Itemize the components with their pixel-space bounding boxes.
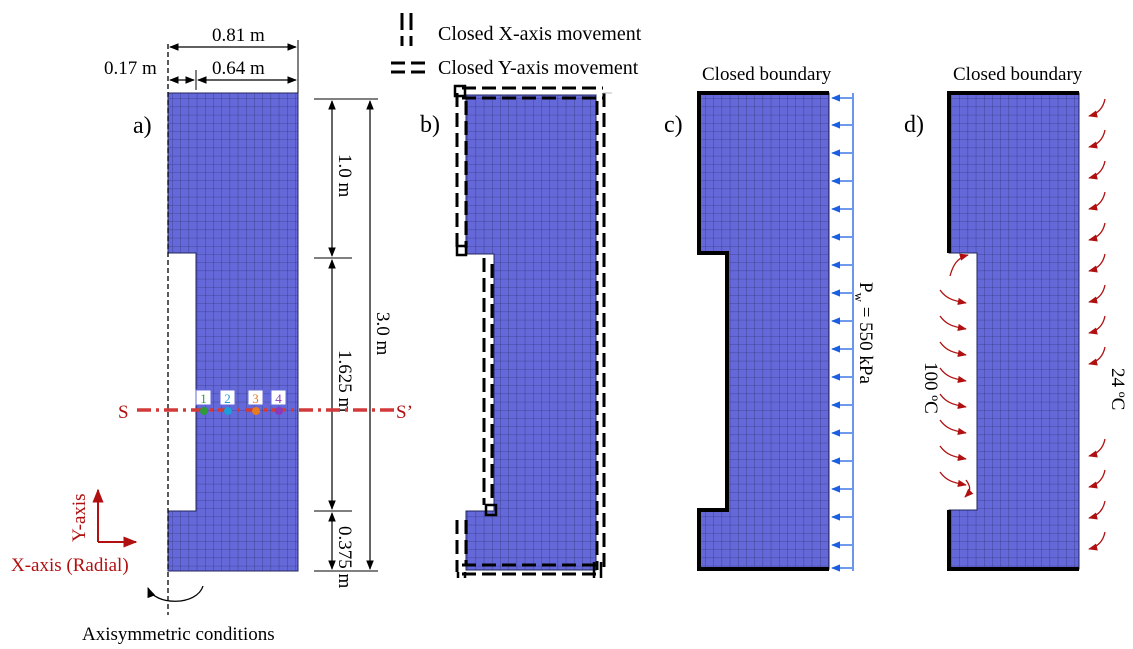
heat-flux-arrow — [1088, 284, 1106, 304]
panel-b-label: b) — [420, 112, 440, 138]
point-4-label: 4 — [275, 391, 282, 406]
heat-flux-arrow — [1088, 191, 1106, 211]
point-2-label: 2 — [224, 391, 231, 406]
panel-d-mesh — [948, 92, 1080, 570]
heat-flux-arrow — [1088, 500, 1106, 520]
section-end-label: S’ — [396, 402, 413, 423]
heat-flux-arrow — [1088, 438, 1106, 458]
coordinate-axes-icon — [92, 488, 138, 548]
heat-flux-arrow — [939, 419, 967, 435]
heat-flux-arrow — [1088, 253, 1106, 273]
heat-flux-arrow — [939, 367, 967, 383]
dim-total-width: 0.81 m — [212, 25, 265, 46]
heat-flux-arrow — [939, 289, 967, 305]
heat-flux-arrow — [1088, 346, 1106, 366]
pressure-label: Pw = 550 kPa — [852, 282, 876, 385]
inner-heat-flux-arrows — [939, 253, 974, 498]
panel-c-mesh — [698, 92, 830, 570]
heat-flux-arrow — [964, 479, 974, 498]
dim-right-group — [314, 98, 378, 572]
panel-b: b) — [420, 84, 612, 578]
point-3: 3 — [247, 389, 264, 415]
panel-c-boundary-label: Closed boundary — [702, 64, 832, 85]
pressure-subscript: w — [852, 293, 867, 303]
closed-x-movement-symbol — [400, 13, 413, 46]
panel-b-corner-nodes — [453, 84, 603, 578]
heat-flux-arrow — [1088, 222, 1106, 242]
pressure-symbol: P — [855, 282, 876, 293]
point-1: 1 — [195, 389, 212, 415]
x-axis-label: X-axis (Radial) — [11, 555, 129, 576]
dim-bottom: 0.375 m — [334, 526, 355, 589]
dim-middle: 1.625 m — [334, 350, 355, 413]
dim-axis-offset: 0.17 m — [104, 58, 157, 79]
pressure-value: = 550 kPa — [855, 302, 876, 385]
y-axis-label: Y-axis — [69, 493, 90, 542]
point-1-label: 1 — [200, 391, 207, 406]
axisymmetric-label: Axisymmetric conditions — [82, 624, 275, 645]
heat-flux-arrow — [1088, 129, 1106, 149]
rotation-arrow-icon — [147, 585, 204, 602]
dim-total-height: 3.0 m — [372, 312, 393, 356]
panel-a-mesh — [167, 92, 299, 572]
heat-flux-arrow — [949, 253, 969, 277]
heat-flux-arrow — [1088, 315, 1106, 335]
heat-flux-arrow — [1088, 531, 1106, 551]
panel-d-closed-boundary-bottom — [947, 510, 1079, 571]
dim-body-width: 0.64 m — [212, 58, 265, 79]
heat-flux-arrow — [939, 393, 967, 409]
legend-y-movement-label: Closed Y-axis movement — [438, 57, 639, 79]
heat-flux-arrow — [1088, 98, 1106, 118]
legend: Closed X-axis movement Closed Y-axis mov… — [391, 13, 642, 79]
heat-flux-arrow — [1088, 160, 1106, 180]
panel-c-label: c) — [664, 112, 683, 138]
outer-temperature-label: 24 ºC — [1107, 368, 1128, 410]
panel-d-boundary-label: Closed boundary — [953, 64, 1083, 85]
outer-heat-flux-arrows — [1088, 98, 1106, 551]
section-start-label: S — [118, 402, 129, 423]
water-pressure-arrows — [831, 94, 852, 572]
legend-x-movement-label: Closed X-axis movement — [438, 23, 642, 45]
panel-a-label: a) — [133, 113, 152, 139]
panel-c-closed-boundary — [697, 91, 829, 571]
panel-c: c) Closed boundary Pw = 550 kPa — [664, 64, 876, 572]
heat-flux-arrow — [939, 315, 967, 331]
inner-temperature-label: 100 ºC — [920, 362, 941, 414]
panel-d-label: d) — [904, 112, 924, 138]
heat-flux-arrow — [939, 445, 967, 461]
closed-y-movement-symbol — [391, 61, 425, 74]
dim-top: 1.0 m — [334, 154, 355, 198]
heat-flux-arrow — [1088, 469, 1106, 489]
point-4: 4 — [270, 389, 287, 415]
panel-d: d) Closed boundary — [904, 64, 1128, 571]
monitoring-points: 1 2 3 4 — [195, 389, 287, 415]
heat-flux-arrow — [939, 471, 967, 487]
panel-d-closed-boundary-left — [947, 91, 1079, 253]
point-3-label: 3 — [252, 391, 259, 406]
panel-b-boundary-constraints — [455, 86, 606, 576]
panel-a: a) 0.81 m 0.64 m 0.17 m 1.0 m 1.625 m 0.… — [11, 25, 413, 645]
point-2: 2 — [219, 389, 236, 415]
heat-flux-arrow — [939, 341, 967, 357]
